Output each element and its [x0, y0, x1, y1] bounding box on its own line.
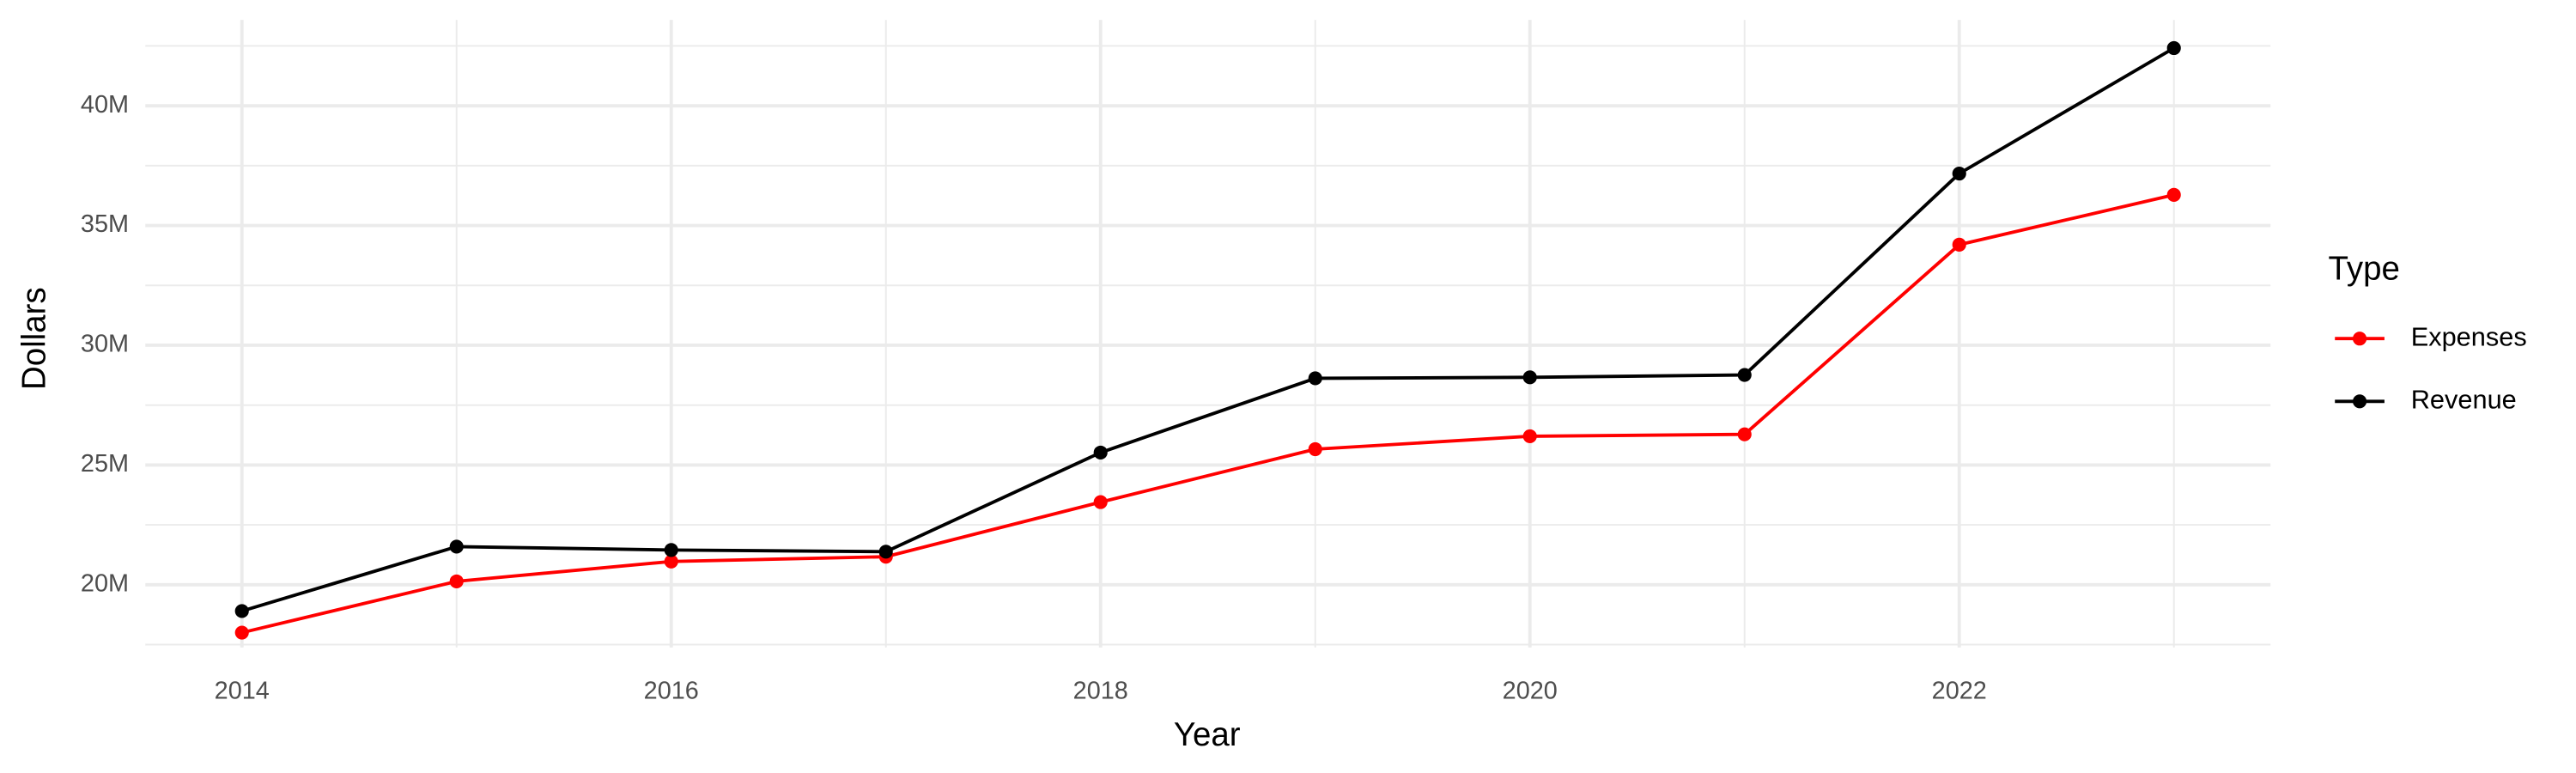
- data-point: [664, 554, 678, 569]
- data-point: [449, 574, 464, 588]
- data-point: [1952, 237, 1966, 252]
- data-point: [664, 543, 678, 557]
- y-tick-label: 35M: [81, 210, 129, 238]
- data-point: [1093, 445, 1108, 460]
- series-line: [241, 193, 2175, 635]
- data-point: [1308, 371, 1322, 386]
- data-point: [234, 604, 249, 618]
- x-tick-label: 2022: [1932, 677, 1987, 704]
- data-point: [449, 539, 464, 554]
- legend-marker: [2353, 394, 2367, 409]
- x-tick-label: 2016: [644, 677, 699, 704]
- x-tick-label: 2018: [1073, 677, 1128, 704]
- data-point: [1093, 495, 1108, 509]
- x-tick-label: 2020: [1503, 677, 1558, 704]
- data-point: [234, 625, 249, 640]
- y-axis-title: Dollars: [15, 287, 52, 390]
- y-tick-label: 40M: [81, 91, 129, 119]
- data-point: [1737, 427, 1752, 441]
- legend-title: Type: [2329, 251, 2400, 288]
- legend-label: Expenses: [2411, 321, 2527, 351]
- legend-marker: [2353, 332, 2367, 346]
- data-point: [2166, 187, 2181, 202]
- data-point: [1522, 370, 1537, 385]
- data-point: [878, 545, 893, 559]
- data-point: [1308, 441, 1322, 457]
- y-tick-label: 30M: [81, 331, 129, 358]
- legend-label: Revenue: [2411, 384, 2517, 414]
- data-point: [2166, 40, 2181, 56]
- series-line: [241, 46, 2175, 613]
- data-point: [1522, 429, 1537, 444]
- x-tick-label: 2014: [215, 677, 270, 704]
- y-tick-label: 25M: [81, 450, 129, 478]
- x-axis-title: Year: [1174, 716, 1241, 753]
- data-point: [1737, 368, 1752, 382]
- data-point: [1952, 166, 1966, 181]
- y-tick-label: 20M: [81, 569, 129, 597]
